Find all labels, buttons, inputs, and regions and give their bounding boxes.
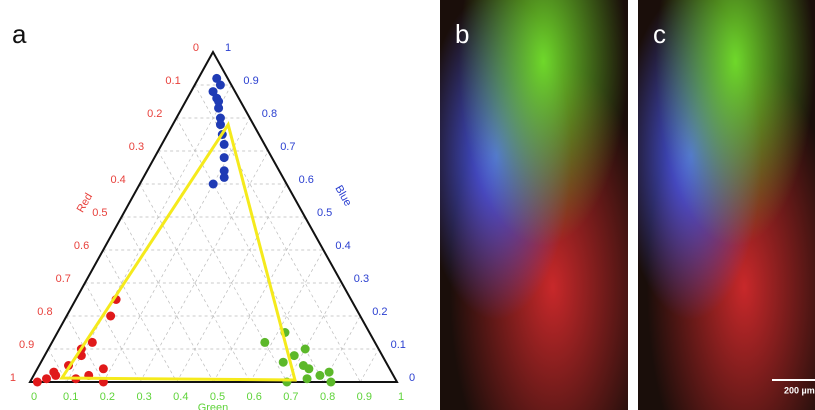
grid-line (139, 150, 269, 383)
grid-line (157, 150, 288, 383)
grid-line (121, 216, 214, 383)
axis-title: Blue (332, 183, 353, 208)
data-point (215, 80, 225, 90)
data-point (219, 139, 229, 149)
panel-b-image (440, 0, 628, 410)
data-point (106, 311, 116, 321)
blue-tick-label: 0.8 (262, 108, 277, 120)
outline-triangle (59, 120, 297, 382)
green-tick-label: 0 (31, 391, 37, 403)
blue-tick-label: 0.9 (243, 75, 258, 87)
scale-bar-label: 200 µm (784, 385, 815, 395)
data-point (302, 374, 312, 384)
green-tick-label: 0.6 (247, 391, 262, 403)
grid-line (103, 117, 251, 383)
data-point (208, 87, 218, 97)
red-tick-label: 0.5 (92, 207, 107, 219)
data-point (214, 97, 224, 106)
red-tick-label: 0.4 (111, 174, 126, 186)
blue-tick-label: 1 (225, 42, 231, 54)
blue-tick-label: 0.5 (317, 207, 332, 219)
red-tick-label: 0.8 (37, 306, 52, 318)
blue-tick-label: 0.7 (280, 141, 295, 153)
data-point (326, 377, 336, 387)
grid-line (66, 84, 232, 383)
blue-tick-label: 0 (409, 372, 415, 384)
grid-line (359, 348, 379, 383)
green-tick-label: 0.1 (63, 391, 78, 403)
red-tick-label: 0.3 (129, 141, 144, 153)
data-point (315, 370, 325, 380)
data-point (324, 367, 334, 377)
panel-label: c (653, 19, 666, 49)
blue-tick-label: 0.6 (299, 174, 314, 186)
red-tick-label: 1 (10, 372, 16, 384)
ternary-frame (28, 49, 399, 383)
blue-tick-label: 0.4 (335, 240, 350, 252)
red-tick-label: 0.1 (165, 75, 180, 87)
data-point (219, 153, 229, 163)
green-tick-label: 0.4 (173, 391, 188, 403)
grid-line (176, 183, 287, 383)
data-point (215, 120, 225, 130)
green-tick-label: 0.9 (357, 391, 372, 403)
data-point (219, 172, 229, 182)
grid-line (194, 84, 361, 383)
green-tick-label: 1 (398, 391, 404, 403)
green-tick-label: 0.7 (283, 391, 298, 403)
axis-title: Green (198, 402, 229, 410)
data-point (42, 374, 52, 384)
data-point (208, 179, 218, 189)
data-point (49, 367, 59, 377)
grid-line (84, 282, 141, 383)
panel-c-image (638, 0, 815, 410)
grid-line (102, 249, 178, 383)
data-point (214, 103, 224, 113)
grid-line (286, 282, 343, 383)
data-point (260, 337, 270, 347)
red-tick-label: 0 (193, 42, 199, 54)
blue-tick-label: 0.1 (391, 339, 406, 351)
red-tick-label: 0.6 (74, 240, 89, 252)
green-tick-label: 0.5 (210, 391, 225, 403)
blue-tick-label: 0.2 (372, 306, 387, 318)
data-point (32, 377, 42, 387)
data-point (87, 337, 97, 347)
green-tick-label: 0.8 (320, 391, 335, 403)
panel-label: b (455, 19, 469, 49)
data-point (219, 166, 229, 176)
data-point (304, 364, 314, 374)
green-tick-label: 0.2 (100, 391, 115, 403)
red-tick-label: 0.2 (147, 108, 162, 120)
data-point (278, 357, 288, 367)
grid-line (213, 216, 306, 383)
data-point (289, 351, 299, 361)
data-point (98, 364, 108, 374)
panel-label: a (12, 19, 27, 49)
data-point (300, 344, 310, 354)
red-tick-label: 0.9 (19, 339, 34, 351)
red-tick-label: 0.7 (56, 273, 71, 285)
blue-tick-label: 0.3 (354, 273, 369, 285)
data-point (212, 73, 222, 83)
data-point (215, 113, 225, 123)
green-tick-label: 0.3 (136, 391, 151, 403)
grid-line (249, 249, 324, 383)
